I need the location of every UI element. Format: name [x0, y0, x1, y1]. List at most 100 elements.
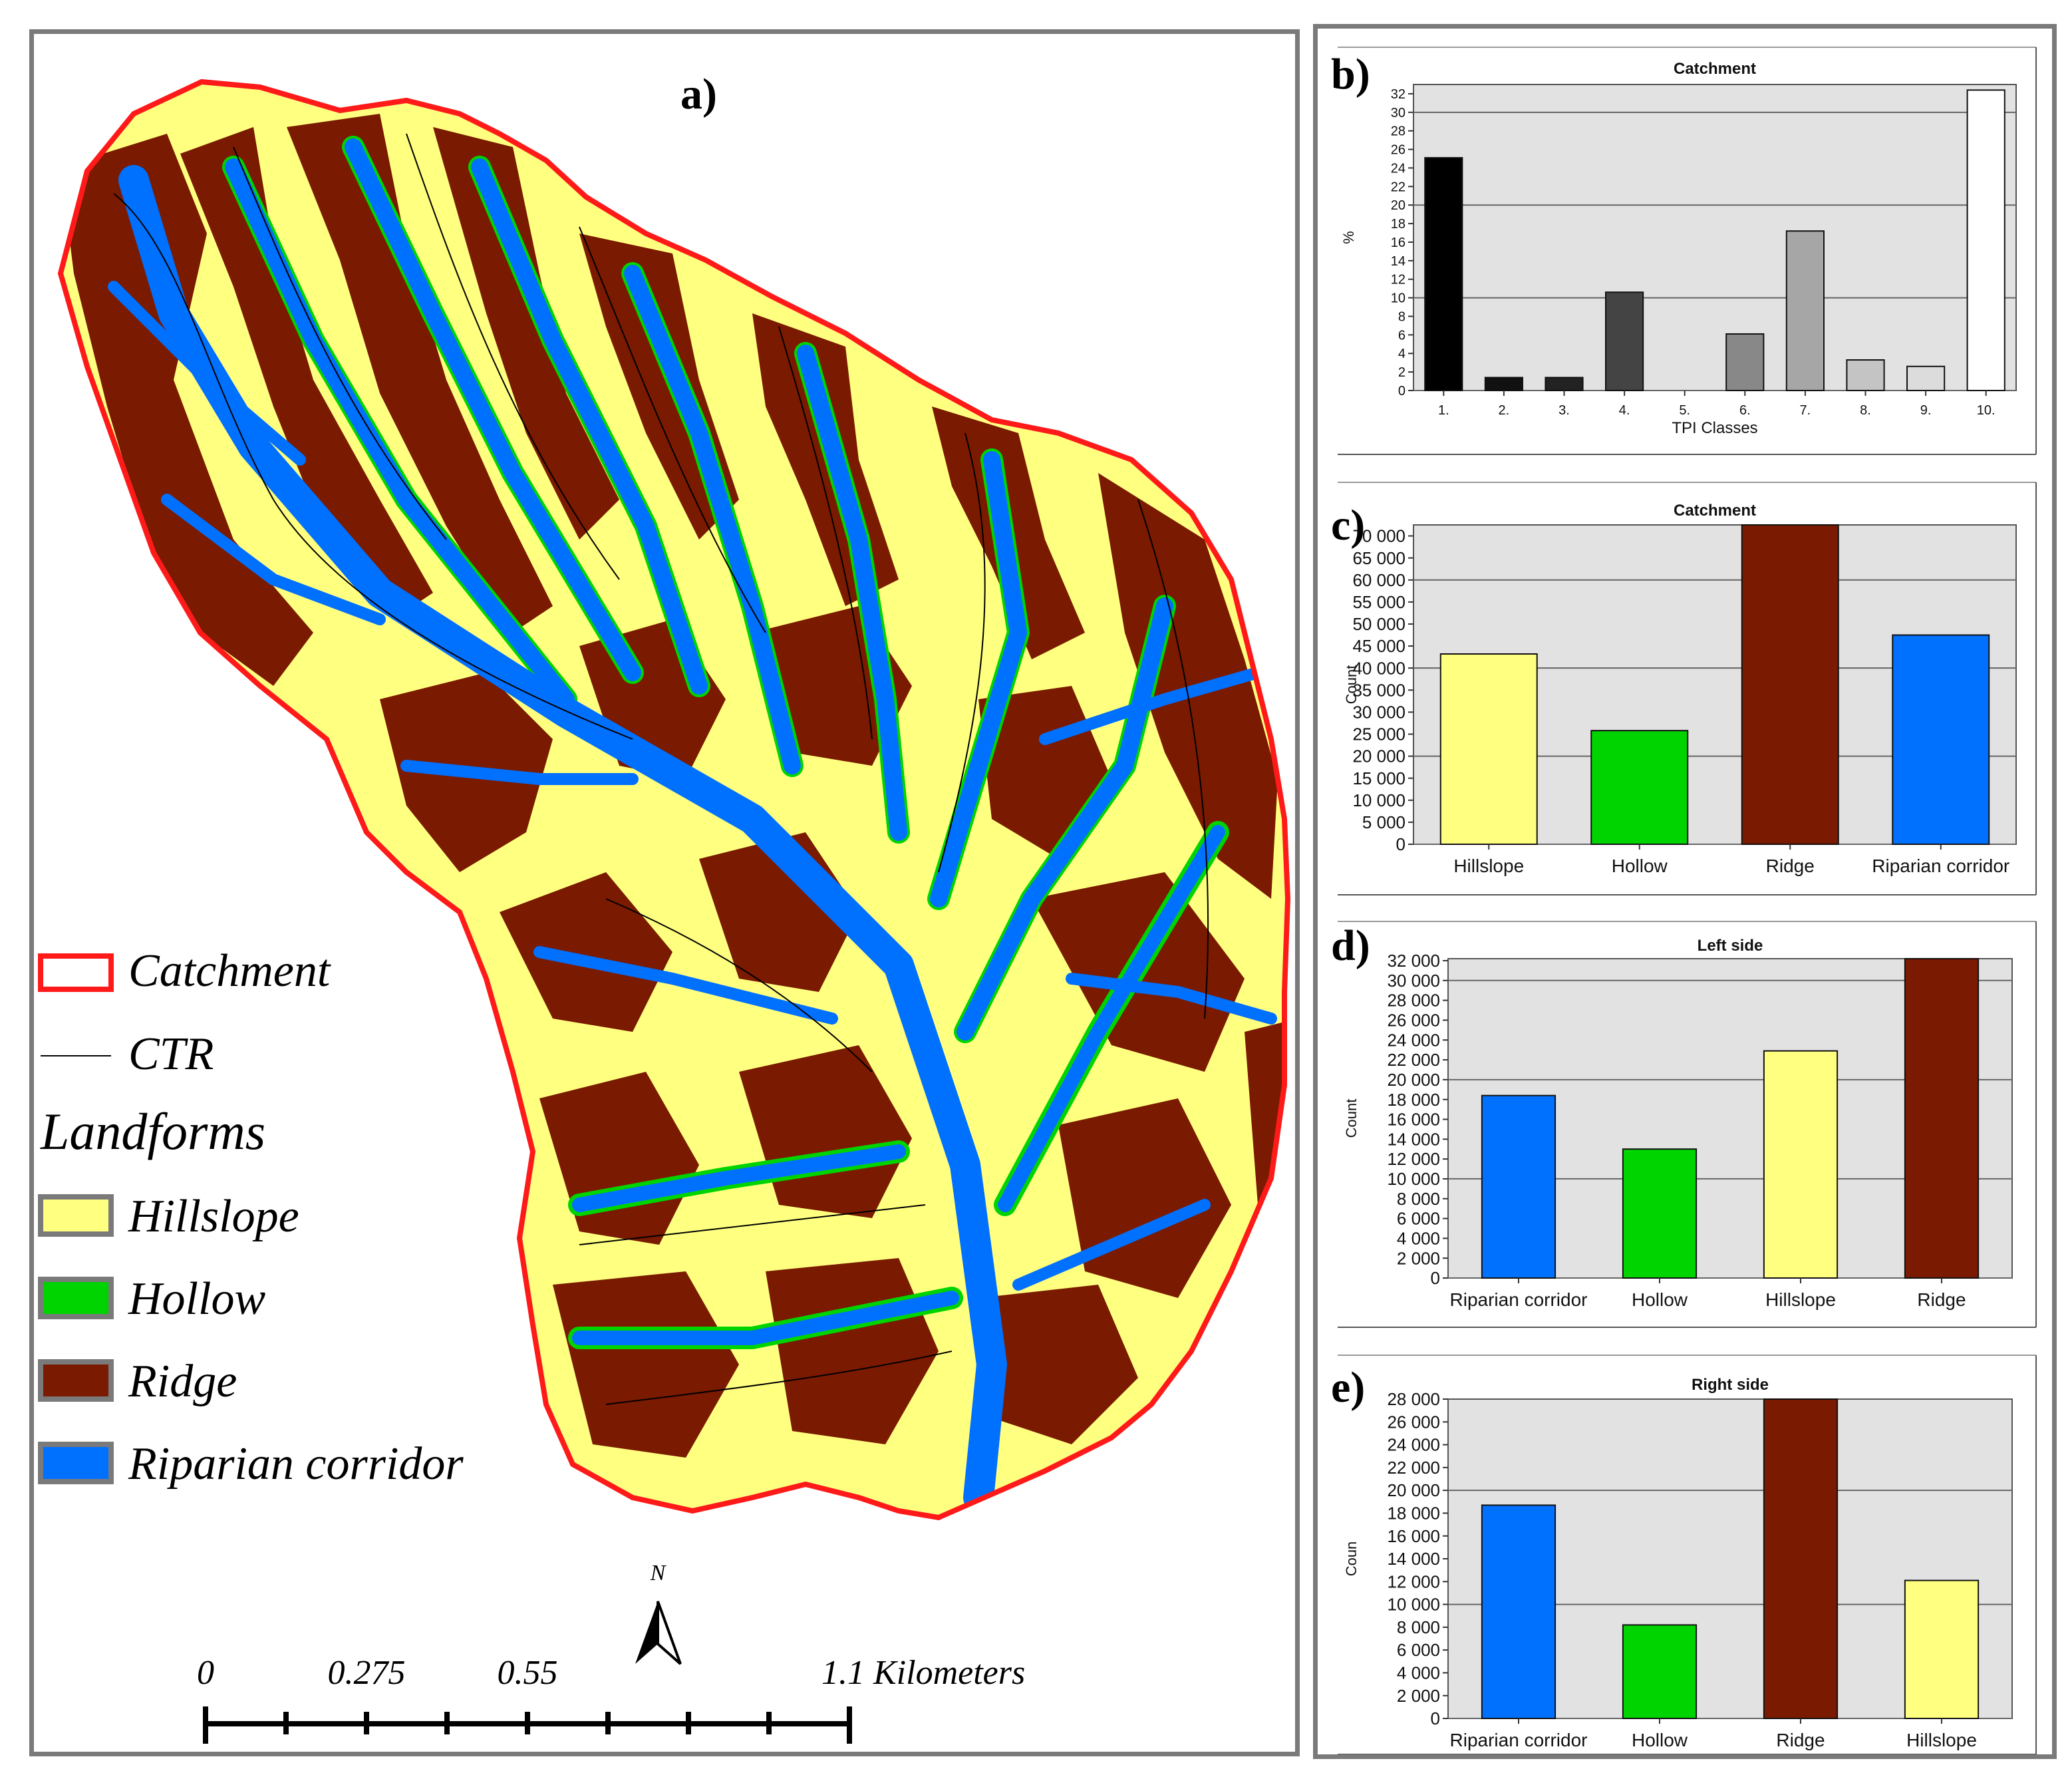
chart-c-ytick-label-13: 65 000 [1352, 548, 1406, 568]
chart-c-bar-0 [1439, 653, 1538, 845]
chart-d-ylabel: Count [1343, 1099, 1360, 1138]
chart-b-ytick-label-9: 18 [1391, 217, 1406, 232]
catchment-outline [57, 79, 1291, 1521]
chart-d-ytick-label-14: 28 000 [1387, 991, 1440, 1011]
chart-b-ytick-label-7: 14 [1391, 254, 1406, 269]
chart-b-bar-5 [1725, 333, 1765, 391]
chart-d-ytick-label-16: 32 000 [1387, 951, 1440, 971]
chart-d-bar-1 [1622, 1148, 1698, 1279]
chart-d-ytick-label-9: 18 000 [1387, 1090, 1440, 1110]
chart-c-ytick-label-4: 20 000 [1352, 746, 1406, 766]
chart-d-ytick-label-11: 22 000 [1387, 1050, 1440, 1070]
legend-swatch-hollow [38, 1277, 114, 1319]
chart-c-ytick-label-0: 0 [1396, 834, 1406, 854]
chart-e-bar-2 [1763, 1398, 1839, 1719]
chart-e-ytick-label-10: 20 000 [1387, 1480, 1440, 1500]
chart-d-ytick-label-7: 14 000 [1387, 1129, 1440, 1149]
chart-c-ytick-label-10: 50 000 [1352, 614, 1406, 634]
chart-d-ytick-label-2: 4 000 [1397, 1228, 1440, 1248]
chart-c-ytick-label-3: 15 000 [1352, 768, 1406, 788]
chart-b-title: Catchment [1674, 60, 1756, 78]
chart-c-ytick-label-9: 45 000 [1352, 636, 1406, 656]
chart-c-xtick-label-1: Hollow [1612, 856, 1668, 876]
chart-c-ytick-label-14: 70 000 [1352, 526, 1406, 546]
chart-c-ytick-label-8: 40 000 [1352, 658, 1406, 678]
chart-e-ytick-label-14: 28 000 [1387, 1389, 1440, 1409]
chart-b-ylabel: % [1340, 231, 1357, 244]
legend-swatch-hillslope [38, 1194, 114, 1237]
chart-b-xtick-label-1: 2. [1499, 403, 1510, 418]
chart-b-panel-label: b) [1331, 50, 1370, 98]
chart-d-ytick-label-10: 20 000 [1387, 1070, 1440, 1090]
legend-label-ridge: Ridge [128, 1356, 237, 1407]
chart-d-ytick-label-1: 2 000 [1397, 1248, 1440, 1268]
legend-swatch-ridge [38, 1359, 114, 1402]
chart-e-ytick-label-6: 12 000 [1387, 1571, 1440, 1591]
chart-d-title: Left side [1698, 937, 1763, 955]
chart-c-bar-2 [1741, 524, 1839, 845]
legend-swatch-riparian [38, 1442, 114, 1484]
chart-e-xtick-label-0: Riparian corridor [1450, 1730, 1588, 1750]
riparian-network [108, 138, 1277, 1513]
chart-e-ytick-label-1: 2 000 [1397, 1686, 1440, 1706]
chart-b-ytick-label-11: 22 [1391, 180, 1406, 194]
chart-b-ytick-label-14: 28 [1391, 124, 1406, 139]
chart-e-bar-1 [1622, 1624, 1698, 1719]
map-panel: a) Catchment CTR Landforms Hillslope Hol… [29, 29, 1300, 1756]
north-arrow-left-icon [635, 1601, 658, 1664]
legend-label-riparian: Riparian corridor [128, 1438, 464, 1490]
chart-b-ytick-label-2: 4 [1398, 347, 1406, 361]
chart-c-ytick-label-5: 25 000 [1352, 724, 1406, 744]
chart-e-panel-label: e) [1331, 1363, 1365, 1412]
chart-d-xtick-label-1: Hollow [1632, 1289, 1688, 1310]
chart-b-xtick-label-0: 1. [1438, 403, 1449, 418]
chart-d-ytick-label-15: 30 000 [1387, 971, 1440, 991]
chart-d-ytick-label-6: 12 000 [1387, 1149, 1440, 1169]
chart-e-xtick-label-1: Hollow [1632, 1730, 1688, 1750]
chart-e-ytick-label-2: 4 000 [1397, 1663, 1440, 1683]
chart-c-title: Catchment [1674, 502, 1756, 520]
chart-b-bar-0 [1424, 157, 1463, 391]
chart-d-ytick-label-0: 0 [1431, 1268, 1440, 1288]
chart-b-xtick-label-8: 9. [1920, 403, 1932, 418]
chart-c-ytick-label-11: 55 000 [1352, 592, 1406, 612]
chart-b-xtick-label-2: 3. [1558, 403, 1570, 418]
chart-c-ytick-label-12: 60 000 [1352, 570, 1406, 590]
chart-b-ytick-label-12: 24 [1391, 161, 1406, 176]
chart-b-xtick-label-3: 4. [1619, 403, 1630, 418]
chart-b-bar-3 [1605, 291, 1644, 391]
chart-e-ytick-label-9: 18 000 [1387, 1504, 1440, 1524]
chart-d-xtick-label-2: Hillslope [1765, 1289, 1836, 1310]
chart-e-ytick-label-8: 16 000 [1387, 1526, 1440, 1546]
chart-b-bar-9 [1966, 89, 2005, 391]
chart-d-xtick-label-3: Ridge [1917, 1289, 1966, 1310]
north-arrow: N [635, 1561, 682, 1665]
scale-label-11: 1.1 Kilometers [821, 1654, 1025, 1692]
chart-b-bar-2 [1545, 377, 1584, 392]
chart-c-panel-label: c) [1331, 501, 1365, 550]
legend-swatch-catchment [38, 953, 114, 992]
chart-b-ytick-label-5: 10 [1391, 291, 1406, 306]
chart-c-bar-1 [1590, 730, 1689, 845]
chart-c-bar-3 [1892, 634, 1990, 845]
chart-d-xtick-label-0: Riparian corridor [1450, 1289, 1588, 1310]
chart-b-bar-7 [1846, 359, 1885, 391]
chart-e-ytick-label-4: 8 000 [1397, 1617, 1440, 1637]
chart-e-title: Right side [1692, 1376, 1769, 1394]
chart-e-ytick-label-13: 26 000 [1387, 1412, 1440, 1432]
landform-raster [61, 114, 1288, 1513]
panel-label-a: a) [680, 70, 717, 118]
chart-e-ytick-label-5: 10 000 [1387, 1595, 1440, 1615]
charts-panel: 0 2 4 6 8 10 12 14 16 18 20 22 24 26 28 30 32 1. 2. 3. 4. 5. 6… [1313, 24, 2057, 1759]
scale-label-0275: 0.275 [328, 1654, 406, 1692]
legend-heading-landforms: Landforms [40, 1102, 265, 1160]
chart-d-ytick-label-3: 6 000 [1397, 1209, 1440, 1229]
chart-c-xtick-label-0: Hillslope [1453, 856, 1524, 876]
chart-e-ytick-label-3: 6 000 [1397, 1640, 1440, 1660]
chart-c-xtick-label-3: Riparian corridor [1872, 856, 2009, 876]
scale-label-0: 0 [197, 1654, 214, 1692]
legend-label-ctr: CTR [128, 1029, 214, 1080]
chart-e-xtick-label-3: Hillslope [1906, 1730, 1977, 1750]
chart-e-ytick-label-12: 24 000 [1387, 1435, 1440, 1455]
chart-d-bar-3 [1904, 958, 1980, 1279]
